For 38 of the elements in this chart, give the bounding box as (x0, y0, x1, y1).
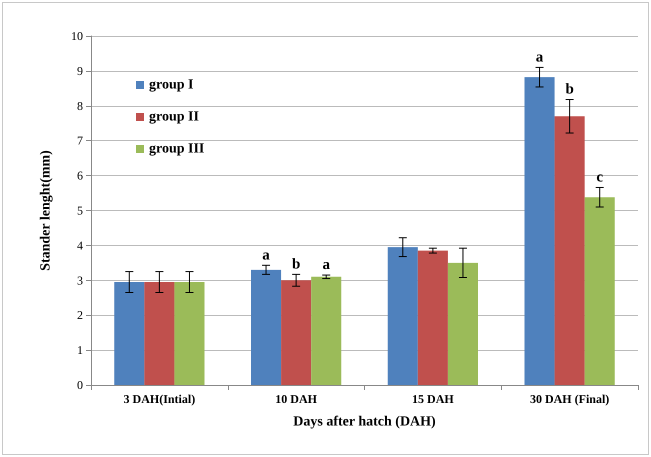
data-label: a (536, 49, 544, 66)
y-tick-label: 0 (77, 378, 83, 392)
y-tick-label: 6 (77, 168, 83, 183)
bar (311, 276, 342, 385)
y-tick-label: 8 (77, 98, 83, 113)
y-tick-label: 5 (77, 204, 83, 218)
y-tick-label: 4 (77, 238, 83, 252)
bar (524, 77, 555, 385)
bar (250, 270, 282, 385)
bar (174, 282, 205, 385)
x-tick-label: 15 DAH (412, 392, 454, 406)
x-tick-label: 3 DAH(Intial) (124, 392, 196, 406)
bar (281, 280, 312, 385)
legend-label: group III (149, 142, 204, 156)
y-axis-title: Stander lenght(mm) (38, 150, 54, 271)
legend-label: group II (149, 110, 199, 124)
x-axis-title: Days after hatch (DAH) (293, 414, 436, 430)
y-tick-label: 9 (77, 64, 83, 78)
bar (114, 282, 144, 385)
y-tick-label: 7 (77, 134, 83, 148)
bar (418, 250, 448, 385)
bar (388, 247, 418, 385)
data-label: b (292, 256, 300, 272)
data-label: b (565, 82, 574, 98)
y-tick-label: 1 (77, 343, 83, 358)
y-tick-label: 3 (77, 273, 83, 288)
bar (144, 282, 174, 385)
y-tick-label: 10 (71, 29, 83, 43)
data-label: c (596, 169, 604, 186)
legend-label: group I (149, 78, 194, 92)
bar (584, 197, 615, 385)
y-tick-label: 2 (77, 308, 83, 322)
x-tick-label: 10 DAH (275, 392, 318, 406)
data-label: a (322, 257, 330, 274)
x-tick-label: 30 DAH (Final) (530, 392, 610, 406)
data-label: a (262, 247, 270, 264)
bar (554, 116, 585, 385)
bar (448, 262, 478, 385)
